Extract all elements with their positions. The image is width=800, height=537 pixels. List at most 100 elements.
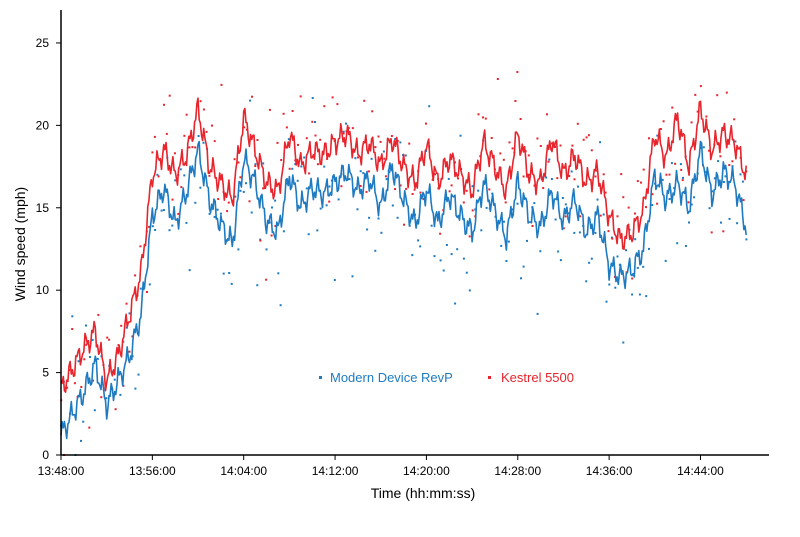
scatter-point-0 (590, 257, 593, 260)
scatter-point-0 (311, 97, 314, 99)
scatter-point-1 (88, 426, 91, 429)
scatter-point-0 (220, 212, 222, 215)
scatter-point-1 (114, 408, 117, 411)
scatter-point-1 (211, 124, 213, 127)
scatter-point-1 (422, 198, 425, 201)
scatter-point-0 (474, 208, 477, 211)
scatter-point-0 (625, 249, 627, 252)
scatter-point-1 (340, 185, 343, 188)
scatter-point-1 (508, 141, 511, 144)
scatter-point-0 (368, 216, 371, 219)
scatter-point-1 (587, 134, 590, 137)
scatter-point-0 (670, 162, 673, 165)
scatter-point-1 (514, 100, 517, 102)
scatter-point-0 (239, 189, 242, 192)
scatter-point-0 (636, 266, 639, 269)
scatter-point-0 (599, 141, 602, 144)
scatter-point-1 (579, 215, 582, 218)
scatter-point-1 (439, 232, 442, 235)
scatter-point-1 (308, 172, 311, 175)
scatter-point-1 (716, 94, 719, 97)
scatter-point-0 (736, 222, 739, 225)
scatter-point-0 (125, 326, 128, 329)
scatter-point-1 (188, 146, 191, 149)
scatter-point-1 (582, 138, 585, 141)
scatter-point-0 (199, 186, 202, 189)
scatter-point-1 (173, 152, 176, 155)
scatter-point-0 (699, 146, 702, 149)
scatter-point-1 (708, 149, 711, 152)
scatter-point-0 (342, 130, 345, 133)
scatter-point-0 (222, 272, 225, 275)
scatter-point-0 (411, 254, 414, 257)
legend-marker-kestrel (488, 376, 491, 379)
scatter-point-1 (699, 85, 702, 88)
scatter-point-0 (294, 163, 297, 166)
scatter-point-1 (659, 128, 662, 130)
scatter-point-1 (425, 122, 427, 125)
scatter-point-1 (488, 188, 491, 191)
scatter-point-1 (616, 215, 619, 218)
scatter-point-1 (199, 100, 202, 103)
scatter-point-0 (171, 224, 174, 227)
scatter-point-0 (262, 162, 265, 165)
scatter-point-0 (433, 255, 436, 258)
scatter-point-1 (311, 120, 314, 123)
scatter-point-1 (694, 93, 697, 96)
scatter-point-1 (163, 103, 165, 106)
scatter-point-0 (296, 179, 299, 182)
x-tick-label: 13:48:00 (38, 464, 85, 478)
y-tick-label: 0 (42, 448, 49, 462)
scatter-point-0 (684, 245, 687, 247)
scatter-point-1 (680, 168, 683, 171)
scatter-point-0 (271, 206, 273, 209)
scatter-point-1 (97, 313, 100, 316)
scatter-point-1 (722, 230, 725, 233)
scatter-point-1 (462, 201, 465, 204)
scatter-point-0 (362, 172, 365, 175)
scatter-point-1 (331, 96, 334, 99)
scatter-point-1 (519, 118, 522, 120)
scatter-point-0 (323, 165, 326, 168)
scatter-point-0 (577, 185, 579, 188)
scatter-point-0 (237, 248, 240, 251)
scatter-point-0 (661, 178, 664, 181)
scatter-point-0 (428, 105, 431, 108)
scatter-point-0 (447, 177, 450, 180)
scatter-point-0 (285, 182, 288, 185)
scatter-point-0 (139, 287, 142, 290)
x-axis-title: Time (hh:mm:ss) (371, 485, 475, 501)
scatter-point-0 (502, 220, 505, 223)
scatter-point-0 (277, 272, 280, 275)
scatter-point-1 (268, 108, 271, 111)
scatter-point-0 (287, 138, 290, 141)
scatter-point-0 (745, 238, 748, 241)
scatter-point-1 (213, 140, 216, 143)
scatter-point-1 (656, 202, 659, 205)
scatter-point-0 (430, 224, 433, 227)
scatter-point-0 (688, 221, 690, 224)
scatter-point-1 (148, 225, 151, 228)
scatter-point-1 (648, 137, 650, 140)
scatter-point-1 (527, 154, 530, 157)
scatter-point-0 (119, 393, 122, 396)
scatter-point-0 (516, 202, 519, 205)
scatter-point-1 (471, 209, 474, 212)
scatter-point-0 (602, 213, 605, 216)
scatter-point-1 (220, 83, 223, 86)
scatter-point-0 (256, 284, 259, 287)
scatter-point-1 (457, 177, 460, 180)
scatter-point-1 (559, 144, 562, 147)
scatter-point-0 (314, 121, 316, 123)
scatter-point-1 (131, 335, 134, 338)
scatter-point-0 (85, 324, 87, 327)
scatter-point-1 (151, 151, 154, 154)
scatter-point-1 (297, 143, 299, 146)
scatter-point-1 (705, 115, 708, 118)
scatter-point-0 (596, 198, 599, 201)
scatter-point-1 (305, 137, 308, 140)
y-axis-title: Wind speed (mph) (12, 187, 28, 301)
scatter-point-0 (396, 216, 399, 219)
scatter-point-1 (468, 235, 471, 238)
scatter-point-1 (205, 130, 208, 133)
